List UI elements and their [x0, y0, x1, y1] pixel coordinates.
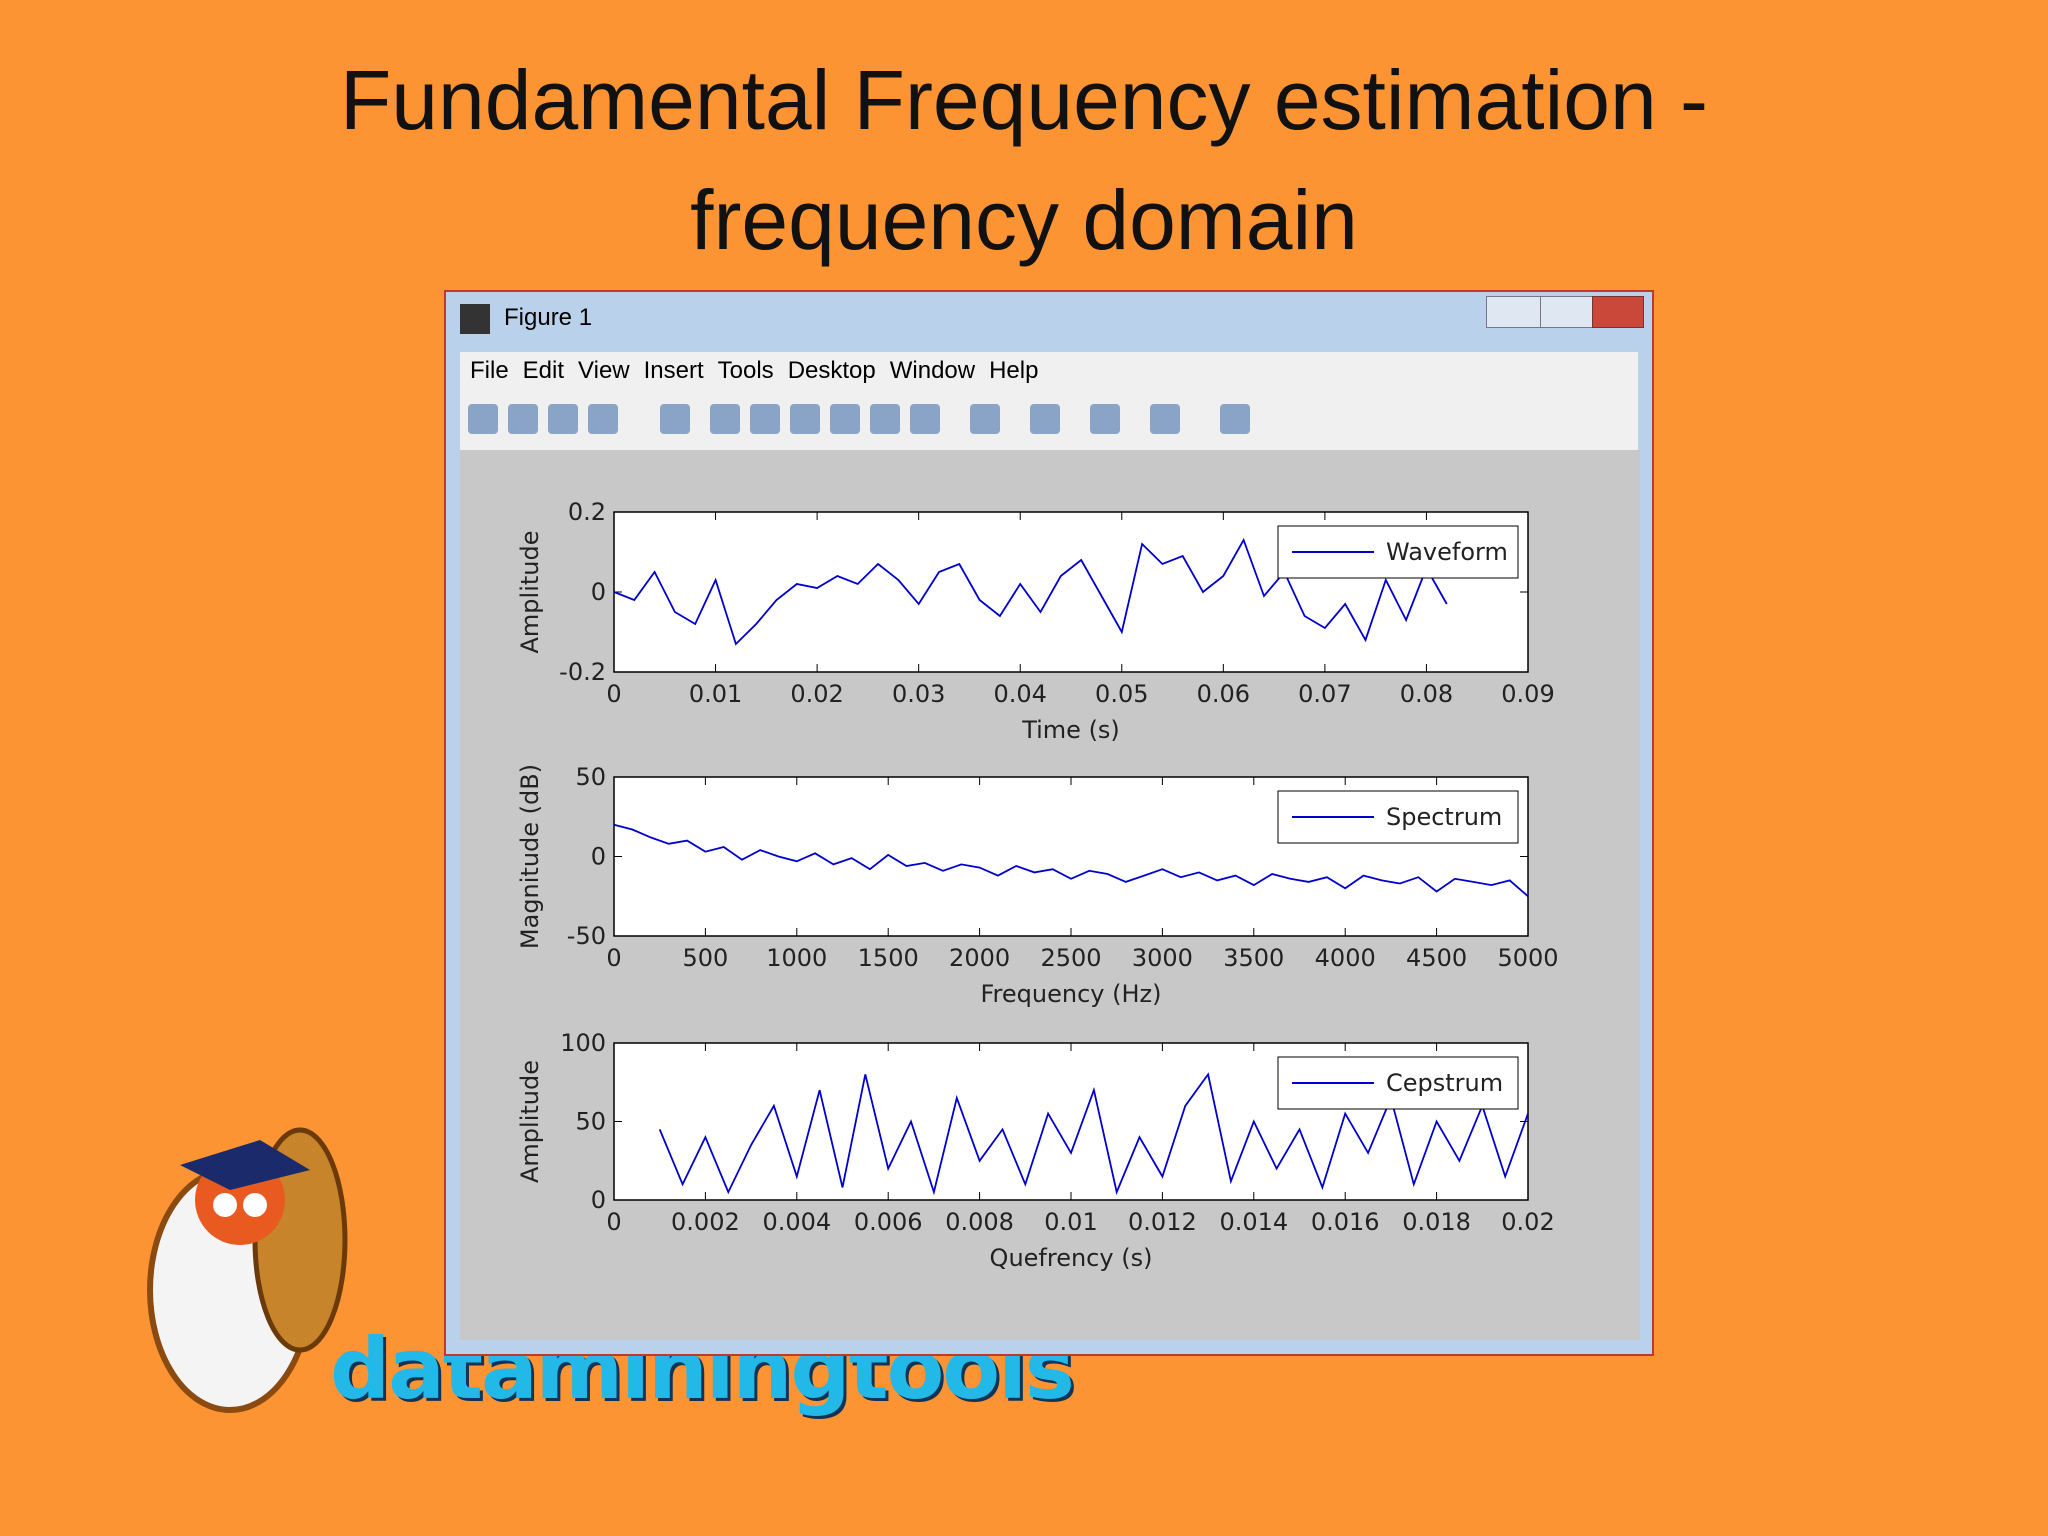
- menu-item[interactable]: Window: [889, 357, 976, 384]
- toolbar-button[interactable]: [870, 404, 900, 434]
- x-tick-label: 0.002: [671, 1208, 740, 1236]
- toolbar-button[interactable]: [1150, 404, 1180, 434]
- y-tick-label: -50: [567, 922, 606, 950]
- y-tick-label: 100: [560, 1029, 606, 1057]
- x-tick-label: 1000: [766, 944, 827, 972]
- toolbar-button[interactable]: [1090, 404, 1120, 434]
- x-tick-label: 4000: [1315, 944, 1376, 972]
- legend-label: Cepstrum: [1386, 1069, 1503, 1097]
- slide-title: Fundamental Frequency estimation - frequ…: [340, 53, 1708, 267]
- figure-canvas: 0 0.01 0.02 0.03 0.04 0.05 0.06 0.07 0.08 0.09 -0.…: [460, 450, 1640, 1340]
- x-tick-label: 5000: [1497, 944, 1558, 972]
- y-axis-label: Amplitude: [516, 531, 544, 654]
- x-tick-label: 2000: [949, 944, 1010, 972]
- menu-item[interactable]: Insert: [643, 357, 704, 384]
- x-tick-label: 0.008: [945, 1208, 1014, 1236]
- x-tick-label: 1500: [858, 944, 919, 972]
- x-tick-label: 0.01: [1044, 1208, 1097, 1236]
- close-button[interactable]: [1592, 296, 1644, 328]
- x-tick-label: 0.014: [1219, 1208, 1288, 1236]
- x-tick-label: 3500: [1223, 944, 1284, 972]
- y-tick-label: 50: [575, 763, 606, 791]
- toolbar-button[interactable]: [548, 404, 578, 434]
- x-tick-label: 500: [682, 944, 728, 972]
- x-tick-label: 0.016: [1311, 1208, 1380, 1236]
- owl-mascot: [147, 1127, 348, 1413]
- x-axis-label: Quefrency (s): [990, 1244, 1153, 1272]
- x-tick-label: 0.01: [689, 680, 742, 708]
- data-line: [658, 1072, 1529, 1196]
- data-line: [613, 537, 1448, 646]
- x-axis-label: Frequency (Hz): [981, 980, 1162, 1008]
- toolbar-button[interactable]: [508, 404, 538, 434]
- x-tick-label: 0.08: [1400, 680, 1453, 708]
- toolbar-button[interactable]: [468, 404, 498, 434]
- x-tick-label: 0.006: [854, 1208, 923, 1236]
- x-tick-label: 4500: [1406, 944, 1467, 972]
- x-tick-label: 0.012: [1128, 1208, 1197, 1236]
- figure-window: Figure 1 File Edit View Insert Tools Desktop W…: [444, 290, 1654, 1356]
- maximize-button[interactable]: [1540, 296, 1594, 328]
- x-tick-label: 0.05: [1095, 680, 1148, 708]
- toolbar-button[interactable]: [1220, 404, 1250, 434]
- x-tick-label: 0.09: [1501, 680, 1554, 708]
- toolbar-button[interactable]: [750, 404, 780, 434]
- x-tick-label: 0.03: [892, 680, 945, 708]
- menu-item[interactable]: Edit: [522, 357, 565, 384]
- menu-item[interactable]: View: [578, 357, 630, 384]
- app-icon: [460, 304, 490, 334]
- x-tick-label: 0.02: [790, 680, 843, 708]
- toolbar-button[interactable]: [970, 404, 1000, 434]
- y-tick-label: 0: [591, 1186, 606, 1214]
- toolbar: [460, 390, 1638, 451]
- x-tick-label: 0: [606, 944, 621, 972]
- y-tick-label: 0: [591, 578, 606, 606]
- menu-item[interactable]: File: [470, 357, 509, 384]
- toolbar-button[interactable]: [710, 404, 740, 434]
- x-tick-label: 0: [606, 680, 621, 708]
- x-tick-label: 0.018: [1402, 1208, 1471, 1236]
- x-tick-label: 0: [606, 1208, 621, 1236]
- x-axis-label: Time (s): [1021, 716, 1120, 744]
- legend-label: Waveform: [1386, 538, 1508, 566]
- toolbar-button[interactable]: [660, 404, 690, 434]
- toolbar-button[interactable]: [830, 404, 860, 434]
- toolbar-button[interactable]: [588, 404, 618, 434]
- menu-item[interactable]: Help: [989, 357, 1039, 384]
- y-axis-label: Magnitude (dB): [516, 764, 544, 949]
- y-tick-label: -0.2: [559, 658, 606, 686]
- x-tick-label: 2500: [1040, 944, 1101, 972]
- menu-item[interactable]: Desktop: [787, 357, 876, 384]
- y-tick-label: 50: [575, 1108, 606, 1136]
- toolbar-button[interactable]: [910, 404, 940, 434]
- x-tick-label: 0.04: [994, 680, 1047, 708]
- x-tick-label: 0.06: [1197, 680, 1250, 708]
- x-tick-label: 0.004: [762, 1208, 831, 1236]
- x-tick-label: 0.02: [1501, 1208, 1554, 1236]
- y-tick-label: 0: [591, 843, 606, 871]
- y-axis-label: Amplitude: [516, 1060, 544, 1183]
- data-line: [613, 823, 1529, 897]
- y-tick-label: 0.2: [568, 498, 606, 526]
- x-tick-label: 3000: [1132, 944, 1193, 972]
- menu-item[interactable]: Tools: [717, 357, 774, 384]
- menu-bar: File Edit View Insert Tools Desktop Window Help: [460, 352, 1638, 390]
- legend-label: Spectrum: [1386, 803, 1502, 831]
- minimize-button[interactable]: [1486, 296, 1542, 328]
- toolbar-button[interactable]: [790, 404, 820, 434]
- window-title: Figure 1: [504, 304, 593, 331]
- x-tick-label: 0.07: [1298, 680, 1351, 708]
- toolbar-button[interactable]: [1030, 404, 1060, 434]
